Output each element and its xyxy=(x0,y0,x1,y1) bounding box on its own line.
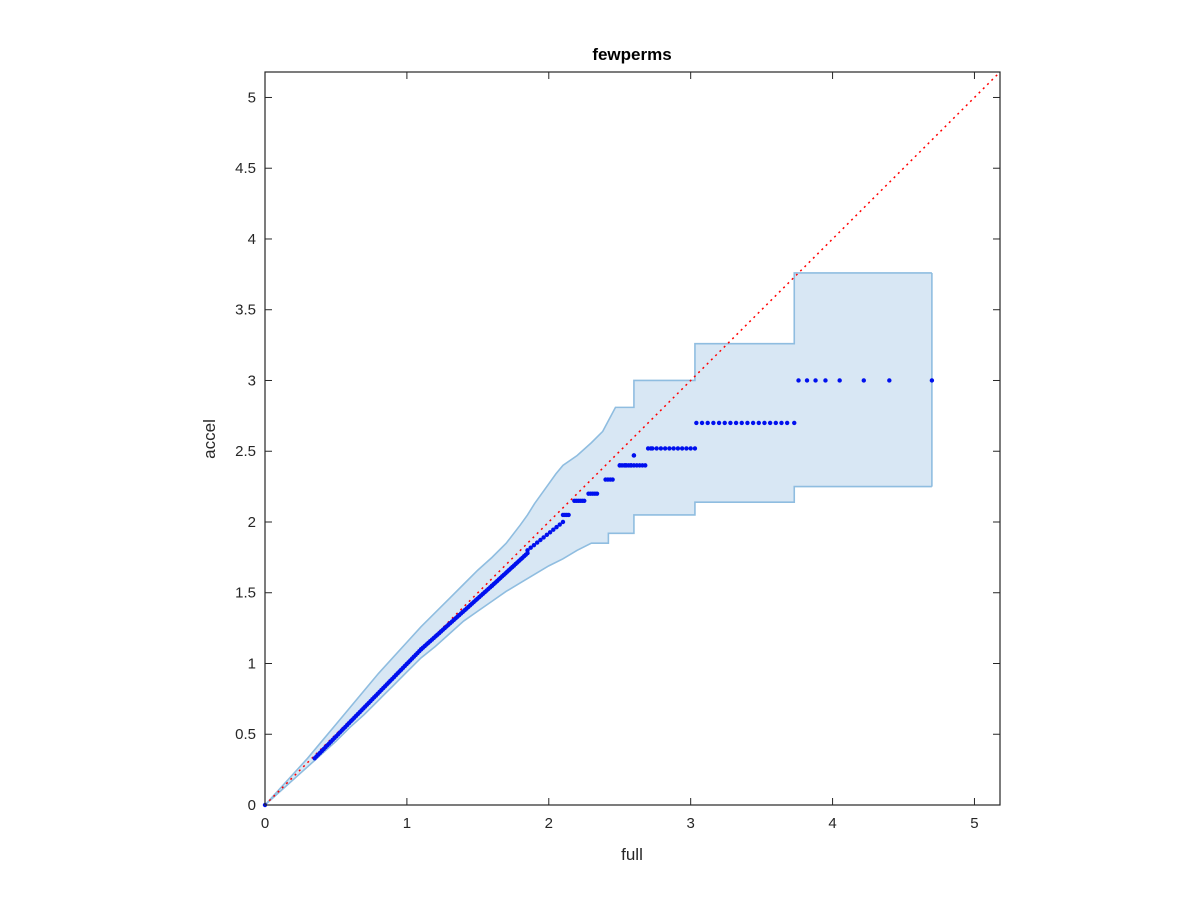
data-point xyxy=(650,446,655,451)
x-axis-label: full xyxy=(621,845,643,864)
y-tick-label: 4.5 xyxy=(235,160,256,177)
data-point xyxy=(694,420,699,426)
data-point xyxy=(658,446,664,451)
data-point xyxy=(722,420,727,426)
plot-area xyxy=(262,71,1001,808)
data-point xyxy=(675,446,681,451)
data-point xyxy=(679,446,685,451)
data-point xyxy=(773,420,779,426)
y-tick-label: 1.5 xyxy=(235,585,256,602)
data-point xyxy=(779,420,784,426)
data-point xyxy=(745,420,750,426)
y-tick-label: 5 xyxy=(248,89,256,106)
data-point xyxy=(739,420,744,426)
data-point xyxy=(692,446,698,451)
x-tick-label: 2 xyxy=(545,815,553,832)
data-point xyxy=(705,420,710,426)
data-point xyxy=(557,522,562,527)
y-axis-label: accel xyxy=(200,419,219,459)
data-point xyxy=(643,463,648,468)
band-lower-edge xyxy=(264,485,932,806)
data-point xyxy=(528,545,533,550)
data-point xyxy=(792,420,797,426)
data-point xyxy=(551,527,556,532)
data-point xyxy=(654,446,659,451)
y-tick-label: 4 xyxy=(248,231,256,248)
data-point xyxy=(594,491,600,496)
data-point xyxy=(538,537,543,543)
data-point xyxy=(733,420,739,426)
data-point xyxy=(610,477,615,482)
data-point xyxy=(671,446,676,451)
data-point xyxy=(887,378,892,383)
band-upper-edge xyxy=(264,272,932,806)
data-point xyxy=(813,378,818,383)
data-point xyxy=(554,524,559,530)
data-point xyxy=(667,446,672,451)
data-point xyxy=(534,540,540,545)
data-point xyxy=(750,420,756,426)
y-tick-label: 3.5 xyxy=(235,302,256,319)
data-point xyxy=(699,420,705,426)
data-point xyxy=(560,519,566,525)
data-point xyxy=(784,420,790,426)
data-point xyxy=(762,420,767,426)
data-point xyxy=(566,512,571,518)
data-point xyxy=(544,532,550,538)
data-point xyxy=(711,420,716,426)
y-tick-label: 2 xyxy=(248,514,256,531)
data-point xyxy=(623,463,628,468)
data-point xyxy=(541,535,546,540)
y-axis: 0 0.5 1 1.5 2 2.5 3 3.5 4 4.5 5 xyxy=(235,89,1000,814)
reference-line xyxy=(264,71,1001,806)
x-tick-label: 4 xyxy=(828,815,836,832)
data-point xyxy=(531,542,537,548)
data-point xyxy=(767,420,773,426)
data-point xyxy=(728,420,733,426)
data-point xyxy=(756,420,761,426)
data-point xyxy=(796,378,801,383)
data-point xyxy=(547,530,553,535)
y-tick-label: 2.5 xyxy=(235,443,256,460)
data-point xyxy=(684,446,689,451)
data-point xyxy=(631,453,637,458)
y-tick-label: 0.5 xyxy=(235,726,256,743)
data-point xyxy=(823,378,828,383)
y-tick-label: 1 xyxy=(248,655,256,672)
y-tick-label: 0 xyxy=(248,797,256,814)
data-point xyxy=(837,378,842,383)
data-point xyxy=(582,498,587,503)
x-axis: 0 1 2 3 4 5 xyxy=(261,72,979,832)
confidence-band xyxy=(265,272,932,805)
x-tick-label: 1 xyxy=(403,815,411,832)
y-tick-label: 3 xyxy=(248,372,256,389)
x-tick-label: 0 xyxy=(261,815,269,832)
chart-title: fewperms xyxy=(592,45,671,64)
data-point xyxy=(716,420,722,426)
data-point xyxy=(617,463,622,468)
axes-frame xyxy=(264,71,1001,806)
data-point xyxy=(662,446,668,451)
data-point xyxy=(804,378,810,383)
data-point xyxy=(929,378,935,383)
x-tick-label: 3 xyxy=(687,815,695,832)
data-point xyxy=(688,446,693,451)
x-tick-label: 5 xyxy=(970,815,978,832)
data-point xyxy=(861,378,866,383)
data-point xyxy=(525,548,530,553)
